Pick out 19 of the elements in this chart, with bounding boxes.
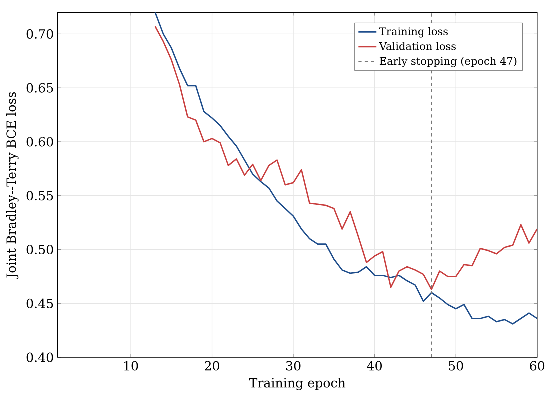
x-axis-title: Training epoch xyxy=(249,378,346,391)
legend-label: Validation loss xyxy=(379,42,456,50)
y-axis-title: Joint Bradley--Terry BCE loss xyxy=(6,92,19,280)
y-tick-label: 0.65 xyxy=(26,83,54,93)
y-tick-label: 0.70 xyxy=(26,30,54,40)
y-tick-label: 0.45 xyxy=(26,298,54,309)
x-tick-label: 40 xyxy=(367,361,382,371)
y-tick-label: 0.50 xyxy=(26,245,54,255)
y-tick-label: 0.60 xyxy=(26,137,54,147)
x-tick-label: 60 xyxy=(530,361,545,371)
x-tick-label: 30 xyxy=(286,361,301,371)
y-tick-label: 0.40 xyxy=(26,352,54,362)
x-tick-label: 20 xyxy=(205,361,220,371)
x-tick-label: 50 xyxy=(449,361,464,371)
line-series xyxy=(154,26,538,290)
legend-label: Training loss xyxy=(379,27,448,38)
y-tick-label: 0.55 xyxy=(26,191,54,201)
x-tick-label: 10 xyxy=(124,361,138,371)
ref-line-label: Early stopping (epoch 47) xyxy=(380,57,517,68)
